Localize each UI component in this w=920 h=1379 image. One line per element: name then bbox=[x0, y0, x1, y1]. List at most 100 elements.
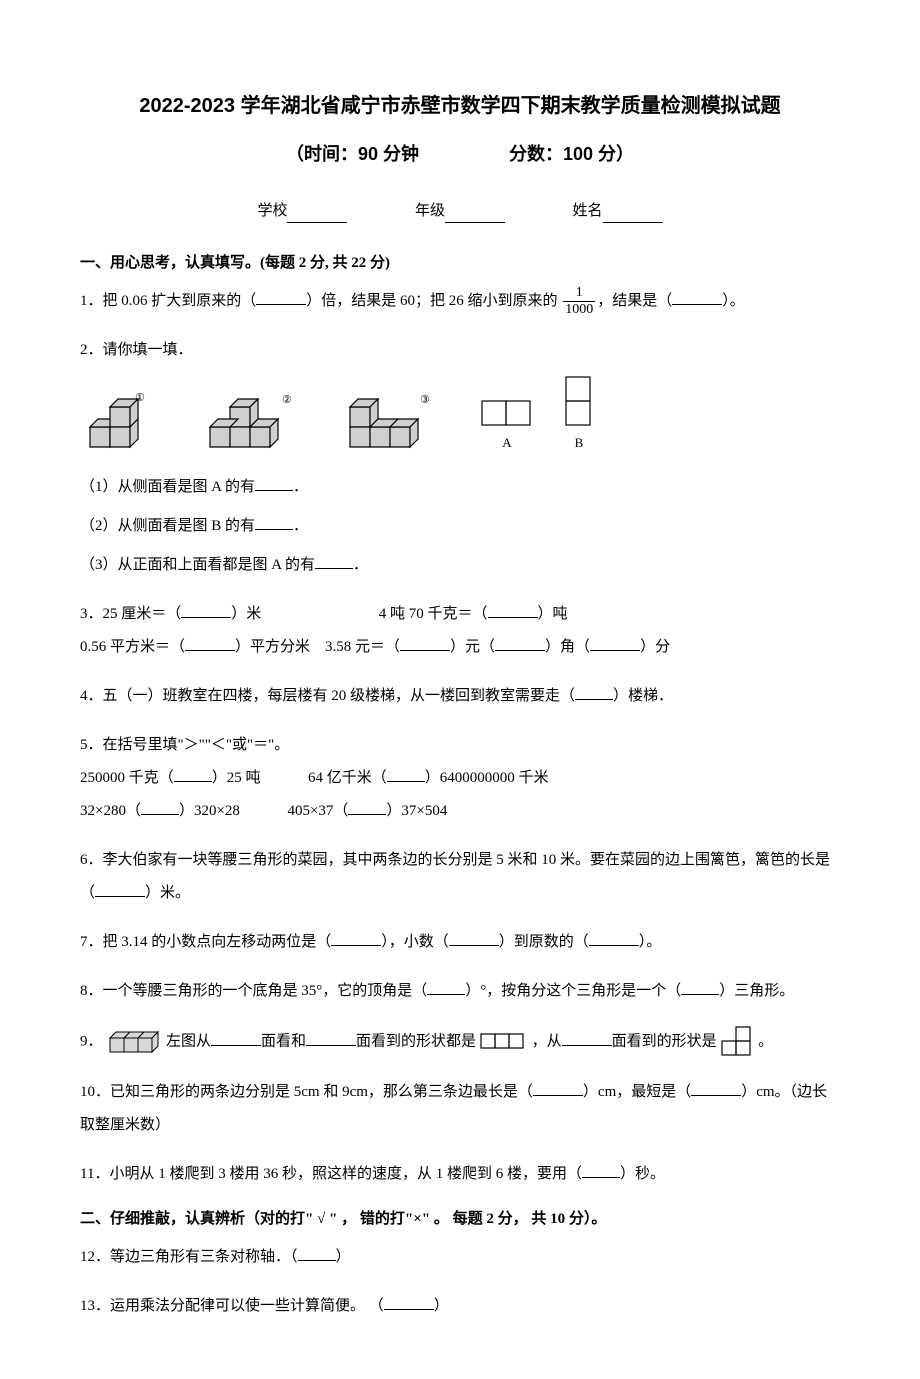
q3-i: ）分 bbox=[640, 639, 670, 655]
q10-blank-1[interactable] bbox=[533, 1082, 583, 1096]
question-10: 10．已知三角形的两条边分别是 5cm 和 9cm，那么第三条边最长是（）cm，… bbox=[80, 1076, 840, 1142]
q5-blank-4[interactable] bbox=[348, 801, 386, 815]
label-a: A bbox=[480, 429, 534, 458]
q3-d: ）吨 bbox=[538, 606, 568, 622]
question-6: 6．李大伯家有一块等腰三角形的菜园，其中两条边的长分别是 5 米和 10 米。要… bbox=[80, 844, 840, 910]
q5-blank-1[interactable] bbox=[174, 768, 212, 782]
q3-blank-6[interactable] bbox=[590, 637, 640, 651]
q7-c: ）到原数的（ bbox=[499, 934, 589, 950]
q5-l1b: ）25 吨 bbox=[212, 770, 261, 786]
q8-blank-2[interactable] bbox=[681, 981, 719, 995]
blank-grade[interactable] bbox=[445, 207, 505, 223]
q2-figures-row: ① ② bbox=[80, 375, 840, 458]
q2-2-end: ． bbox=[293, 518, 308, 534]
grid-a-icon bbox=[480, 399, 534, 429]
q2-3-end: ． bbox=[353, 557, 368, 573]
q3-blank-1[interactable] bbox=[181, 604, 231, 618]
q6-blank[interactable] bbox=[95, 883, 145, 897]
frac-den: 1000 bbox=[563, 302, 595, 317]
q5-blank-3[interactable] bbox=[141, 801, 179, 815]
q3-g: ）元（ bbox=[450, 639, 495, 655]
q2-text: 2．请你填一填． bbox=[80, 334, 840, 367]
cube-figure-1-icon: ① bbox=[80, 387, 170, 457]
q3-e: 0.56 平方米＝（ bbox=[80, 639, 185, 655]
q6-b: ）米。 bbox=[145, 885, 190, 901]
student-info-line: 学校 年级 姓名 bbox=[80, 199, 840, 223]
grid-1x3-icon bbox=[480, 1032, 528, 1052]
q11-blank[interactable] bbox=[582, 1164, 620, 1178]
blank-school[interactable] bbox=[287, 207, 347, 223]
question-5: 5．在括号里填"＞""＜"或"＝"。 250000 千克（）25 吨 64 亿千… bbox=[80, 729, 840, 828]
q8-blank-1[interactable] bbox=[427, 981, 465, 995]
q3-blank-4[interactable] bbox=[400, 637, 450, 651]
q7-blank-3[interactable] bbox=[589, 932, 639, 946]
q9-d: 面看到的形状都是 bbox=[356, 1034, 476, 1050]
question-13: 13．运用乘法分配律可以使一些计算简便。 （） bbox=[80, 1290, 840, 1323]
q10-a: 10．已知三角形的两条边分别是 5cm 和 9cm，那么第三条边最长是（ bbox=[80, 1084, 533, 1100]
q7-blank-2[interactable] bbox=[449, 932, 499, 946]
q1-text-a: 1．把 0.06 扩大到原来的（ bbox=[80, 293, 256, 309]
q1-text-d: ）。 bbox=[722, 293, 745, 309]
q9-b: 左图从 bbox=[166, 1034, 211, 1050]
section-2-header: 二、仔细推敲，认真辨析（对的打" √ " ， 错的打"×" 。 每题 2 分， … bbox=[80, 1207, 840, 1231]
q3-b: ）米 bbox=[231, 606, 261, 622]
q3-f: ）平方分米 3.58 元＝（ bbox=[235, 639, 400, 655]
exam-subtitle: （时间：90 分钟 分数：100 分） bbox=[80, 140, 840, 169]
q7-a: 7．把 3.14 的小数点向左移动两位是（ bbox=[80, 934, 331, 950]
q4-a: 4．五（一）班教室在四楼，每层楼有 20 级楼梯，从一楼回到教室需要走（ bbox=[80, 688, 575, 704]
grid-l-icon bbox=[720, 1025, 754, 1059]
grid-b-icon bbox=[564, 375, 594, 429]
q13-blank[interactable] bbox=[384, 1296, 434, 1310]
q2-2-blank[interactable] bbox=[255, 516, 293, 530]
fraction-icon: 11000 bbox=[563, 285, 595, 317]
q9-blank-2[interactable] bbox=[306, 1032, 356, 1046]
q9-c: 面看和 bbox=[261, 1034, 306, 1050]
blank-name[interactable] bbox=[603, 207, 663, 223]
q5-blank-2[interactable] bbox=[387, 768, 425, 782]
question-2: 2．请你填一填． ① bbox=[80, 334, 840, 583]
q6-a: 6．李大伯家有一块等腰三角形的菜园，其中两条边的长分别是 5 米和 10 米。要… bbox=[80, 852, 830, 901]
q8-c: ）三角形。 bbox=[719, 983, 794, 999]
q9-blank-1[interactable] bbox=[211, 1032, 261, 1046]
question-3: 3．25 厘米＝（）米 4 吨 70 千克＝（）吨 0.56 平方米＝（）平方分… bbox=[80, 598, 840, 664]
q5-l1a: 250000 千克（ bbox=[80, 770, 174, 786]
question-4: 4．五（一）班教室在四楼，每层楼有 20 级楼梯，从一楼回到教室需要走（）楼梯． bbox=[80, 680, 840, 713]
q1-blank-1[interactable] bbox=[256, 291, 306, 305]
question-7: 7．把 3.14 的小数点向左移动两位是（），小数（）到原数的（）。 bbox=[80, 926, 840, 959]
q4-blank[interactable] bbox=[575, 686, 613, 700]
q2-3-text: （3）从正面和上面看都是图 A 的有 bbox=[80, 557, 315, 573]
panel-a: A bbox=[480, 399, 534, 458]
q3-blank-5[interactable] bbox=[495, 637, 545, 651]
cube-q9-icon bbox=[106, 1024, 162, 1060]
section-1-header: 一、用心思考，认真填写。(每题 2 分, 共 22 分) bbox=[80, 251, 840, 275]
q9-blank-3[interactable] bbox=[562, 1032, 612, 1046]
q11-a: 11．小明从 1 楼爬到 3 楼用 36 秒，照这样的速度，从 1 楼爬到 6 … bbox=[80, 1166, 582, 1182]
question-1: 1．把 0.06 扩大到原来的（ ）倍，结果是 60；把 26 缩小到原来的 11… bbox=[80, 285, 840, 318]
q11-b: ）秒。 bbox=[620, 1166, 665, 1182]
q2-1-blank[interactable] bbox=[255, 477, 293, 491]
q3-c: 4 吨 70 千克＝（ bbox=[379, 606, 488, 622]
q5-l1c: 64 亿千米（ bbox=[308, 770, 387, 786]
q7-blank-1[interactable] bbox=[331, 932, 381, 946]
q10-blank-2[interactable] bbox=[691, 1082, 741, 1096]
q5-l1d: ）6400000000 千米 bbox=[425, 770, 549, 786]
question-11: 11．小明从 1 楼爬到 3 楼用 36 秒，照这样的速度，从 1 楼爬到 6 … bbox=[80, 1158, 840, 1191]
q1-blank-2[interactable] bbox=[672, 291, 722, 305]
label-school: 学校 bbox=[257, 203, 287, 219]
frac-num: 1 bbox=[563, 285, 595, 301]
q1-text-b: ）倍，结果是 60；把 26 缩小到原来的 bbox=[306, 293, 557, 309]
question-8: 8．一个等腰三角形的一个底角是 35°，它的顶角是（）°，按角分这个三角形是一个… bbox=[80, 975, 840, 1008]
q9-e: ，从 bbox=[532, 1034, 562, 1050]
q13-b: ） bbox=[434, 1298, 449, 1314]
q12-blank[interactable] bbox=[298, 1247, 336, 1261]
q3-blank-3[interactable] bbox=[185, 637, 235, 651]
q5-l2d: ）37×504 bbox=[386, 803, 447, 819]
q2-3-blank[interactable] bbox=[315, 555, 353, 569]
panel-b: B bbox=[564, 375, 594, 458]
cube-figure-3-icon: ③ bbox=[340, 387, 450, 457]
q3-blank-2[interactable] bbox=[488, 604, 538, 618]
q7-b: ），小数（ bbox=[381, 934, 449, 950]
q2-1-text: （1）从侧面看是图 A 的有 bbox=[80, 479, 255, 495]
label-b: B bbox=[564, 429, 594, 458]
q9-f: 面看到的形状是 bbox=[612, 1034, 717, 1050]
